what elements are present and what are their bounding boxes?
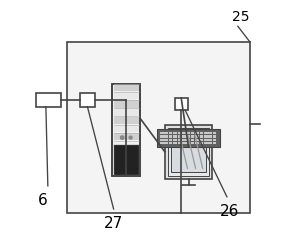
Bar (208, 132, 212, 134)
Bar (164, 139, 168, 141)
Bar (173, 135, 177, 138)
Bar (114, 125, 139, 132)
Bar (195, 142, 199, 144)
Bar (114, 92, 139, 99)
Bar (67, 42, 250, 213)
Bar (195, 139, 199, 141)
Bar (200, 142, 203, 144)
Bar (173, 132, 177, 134)
Bar (164, 132, 168, 134)
Bar (186, 139, 190, 141)
Bar (213, 139, 216, 141)
Bar (114, 133, 139, 140)
Bar (114, 117, 139, 124)
Text: 25: 25 (231, 10, 249, 24)
Bar (175, 98, 188, 110)
Bar (169, 132, 172, 134)
Circle shape (120, 136, 124, 139)
Bar (204, 135, 207, 138)
Bar (213, 142, 216, 144)
Bar (178, 139, 181, 141)
Bar (178, 142, 181, 144)
Bar (169, 135, 172, 138)
Bar (114, 145, 139, 175)
Bar (79, 93, 95, 107)
Text: 26: 26 (220, 204, 239, 219)
Bar (114, 84, 139, 91)
Bar (208, 135, 212, 138)
Bar (182, 132, 185, 134)
Bar (191, 139, 194, 141)
Bar (191, 142, 194, 144)
Bar (208, 139, 212, 141)
Bar (204, 132, 207, 134)
Bar (191, 135, 194, 138)
Bar (186, 142, 190, 144)
Bar (186, 132, 190, 134)
Bar (160, 142, 163, 144)
Bar (165, 125, 212, 179)
Bar (200, 139, 203, 141)
Bar (213, 135, 216, 138)
Bar (186, 135, 190, 138)
Bar (171, 131, 206, 172)
Text: 6: 6 (38, 193, 48, 208)
Bar (195, 132, 199, 134)
Bar (160, 135, 163, 138)
Bar (182, 135, 185, 138)
Bar (208, 142, 212, 144)
Bar (173, 139, 177, 141)
Bar (182, 142, 185, 144)
Bar (164, 135, 168, 138)
Bar (157, 129, 219, 147)
Bar (113, 84, 140, 176)
Bar (113, 84, 140, 176)
Bar (200, 132, 203, 134)
Bar (200, 135, 203, 138)
Bar (114, 108, 139, 116)
Bar (204, 142, 207, 144)
Bar (160, 139, 163, 141)
Bar (204, 139, 207, 141)
Bar (168, 128, 209, 176)
Bar (169, 142, 172, 144)
Circle shape (129, 136, 132, 139)
Bar (182, 139, 185, 141)
Bar (191, 132, 194, 134)
Bar (36, 93, 61, 107)
Bar (195, 135, 199, 138)
Bar (178, 135, 181, 138)
Bar (164, 142, 168, 144)
Bar (178, 132, 181, 134)
Bar (160, 132, 163, 134)
Bar (114, 100, 139, 108)
Bar (173, 142, 177, 144)
Bar (213, 132, 216, 134)
Bar (169, 139, 172, 141)
Text: 27: 27 (104, 216, 123, 231)
